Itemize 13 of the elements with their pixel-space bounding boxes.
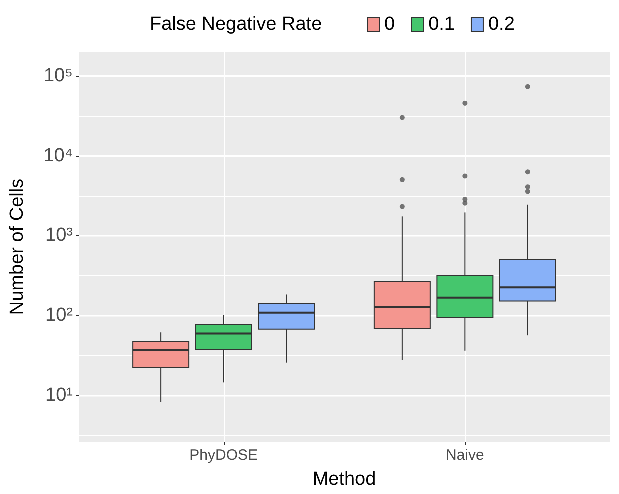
y-tick-label: 10³: [46, 225, 73, 246]
x-tick-label: PhyDOSE: [190, 447, 258, 464]
y-tick-label: 10⁵: [44, 66, 73, 87]
y-tick-label: 10²: [46, 304, 73, 326]
y-axis-title: Number of Cells: [7, 178, 28, 316]
x-axis-title: Method: [312, 469, 376, 490]
x-tick-label: Naive: [446, 447, 484, 464]
y-tick-label: 10¹: [46, 384, 73, 406]
legend-label: 0.1: [428, 14, 455, 35]
legend-label: 0.2: [488, 14, 515, 35]
y-tick-label: 10⁴: [44, 145, 73, 166]
legend-title: False Negative Rate: [150, 14, 322, 35]
legend-label: 0: [384, 14, 396, 35]
